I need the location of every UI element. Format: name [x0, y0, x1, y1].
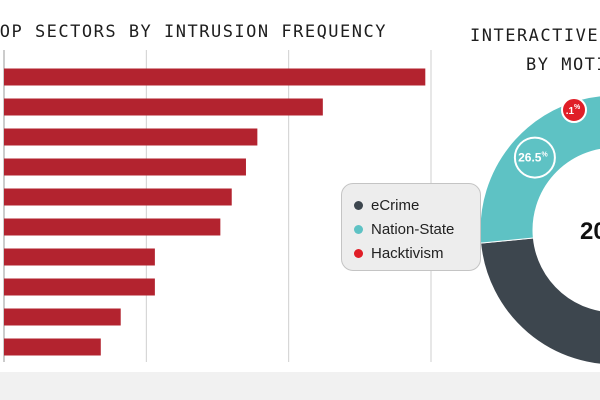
donut-center-label: 20 — [580, 218, 600, 245]
bar[interactable] — [4, 338, 101, 356]
value-badge — [513, 136, 556, 179]
bar[interactable] — [4, 68, 426, 86]
legend-label-ecrime: eCrime — [371, 196, 420, 214]
legend-item-hacktivism[interactable]: Hacktivism — [354, 241, 480, 265]
bar-chart — [3, 50, 432, 362]
legend-dot-nation-state — [354, 224, 363, 234]
legend-dot-hacktivism — [354, 248, 363, 258]
legend-item-ecrime[interactable]: eCrime — [354, 193, 480, 217]
donut-title-line-2: BY MOTIVATION — [526, 55, 600, 75]
percent-sign: % — [541, 152, 548, 159]
footer-strip — [0, 372, 600, 400]
donut-chart: 26.5%.1%20 — [479, 95, 600, 365]
value-badge-hacktivism — [561, 97, 587, 123]
bar[interactable] — [4, 218, 221, 236]
legend-label-hacktivism: Hacktivism — [371, 244, 444, 262]
donut-chart-title: INTERACTIVE BY MOTIVATION — [470, 22, 600, 80]
bar[interactable] — [4, 128, 258, 146]
donut-legend: eCrime Nation-State Hacktivism — [341, 183, 481, 271]
bar[interactable] — [4, 188, 232, 206]
legend-dot-ecrime — [354, 200, 363, 210]
donut-slice-ecrime[interactable] — [480, 95, 600, 365]
legend-item-nation-state[interactable]: Nation-State — [354, 217, 480, 241]
bar[interactable] — [4, 248, 155, 266]
percent-sign: % — [574, 104, 581, 111]
bar[interactable] — [4, 98, 323, 116]
bar-chart-title: TOP SECTORS BY INTRUSION FREQUENCY — [0, 22, 387, 42]
bar[interactable] — [4, 278, 155, 296]
legend-label-nation-state: Nation-State — [371, 220, 455, 238]
bar[interactable] — [4, 308, 121, 326]
value-label: 26.5% — [518, 151, 548, 165]
bar[interactable] — [4, 158, 246, 176]
donut-title-line-1: INTERACTIVE — [470, 26, 600, 46]
